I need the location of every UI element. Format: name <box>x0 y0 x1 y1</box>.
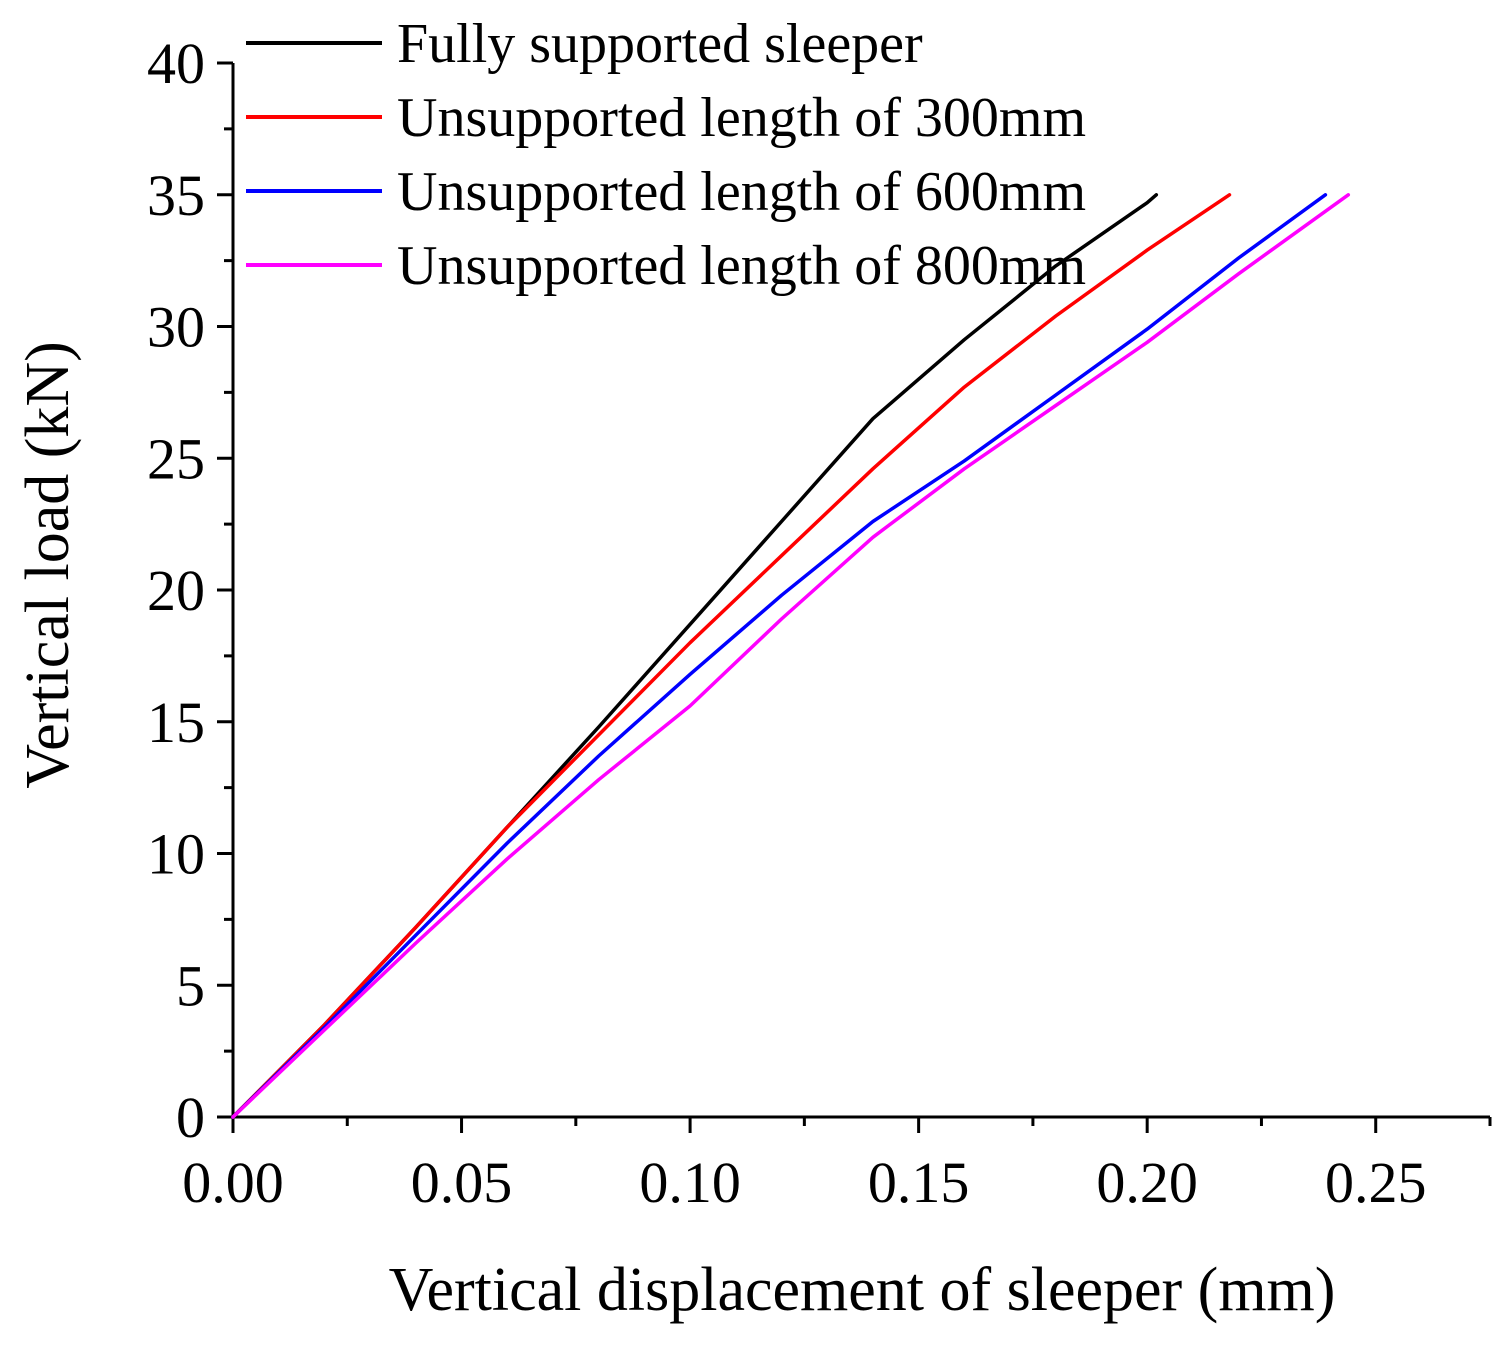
legend-label-3: Unsupported length of 600mm <box>397 161 1086 223</box>
y-tick-label: 0 <box>176 1085 205 1150</box>
x-tick-label: 0.25 <box>1325 1150 1427 1215</box>
legend-label-1: Fully supported sleeper <box>397 13 923 75</box>
x-tick-label: 0.05 <box>411 1150 513 1215</box>
legend: Fully supported sleeper Unsupported lengt… <box>246 13 1086 297</box>
x-tick-label: 0.00 <box>182 1150 284 1215</box>
y-tick-label: 30 <box>147 295 205 360</box>
y-tick-label: 15 <box>147 690 205 755</box>
x-tick-label: 0.10 <box>639 1150 741 1215</box>
x-tick-label: 0.20 <box>1096 1150 1198 1215</box>
y-tick-label: 10 <box>147 822 205 887</box>
y-tick-label: 5 <box>176 953 205 1018</box>
chart: 0 5 10 15 20 25 30 35 40 0.00 0.05 0.10 0.15 0.20 0.25… <box>0 0 1509 1348</box>
series-line-2 <box>233 195 1230 1117</box>
legend-label-2: Unsupported length of 300mm <box>397 87 1086 149</box>
x-tick-label: 0.15 <box>868 1150 970 1215</box>
y-axis-title: Vertical load (kN) <box>14 341 82 789</box>
y-tick-label: 40 <box>147 31 205 96</box>
y-tick-label: 20 <box>147 558 205 623</box>
y-tick-label: 25 <box>147 426 205 491</box>
y-tick-label: 35 <box>147 163 205 228</box>
series-line-4 <box>233 195 1348 1117</box>
series-layer <box>233 195 1348 1117</box>
x-axis-title: Vertical displacement of sleeper (mm) <box>389 1256 1336 1324</box>
legend-label-4: Unsupported length of 800mm <box>397 235 1086 297</box>
